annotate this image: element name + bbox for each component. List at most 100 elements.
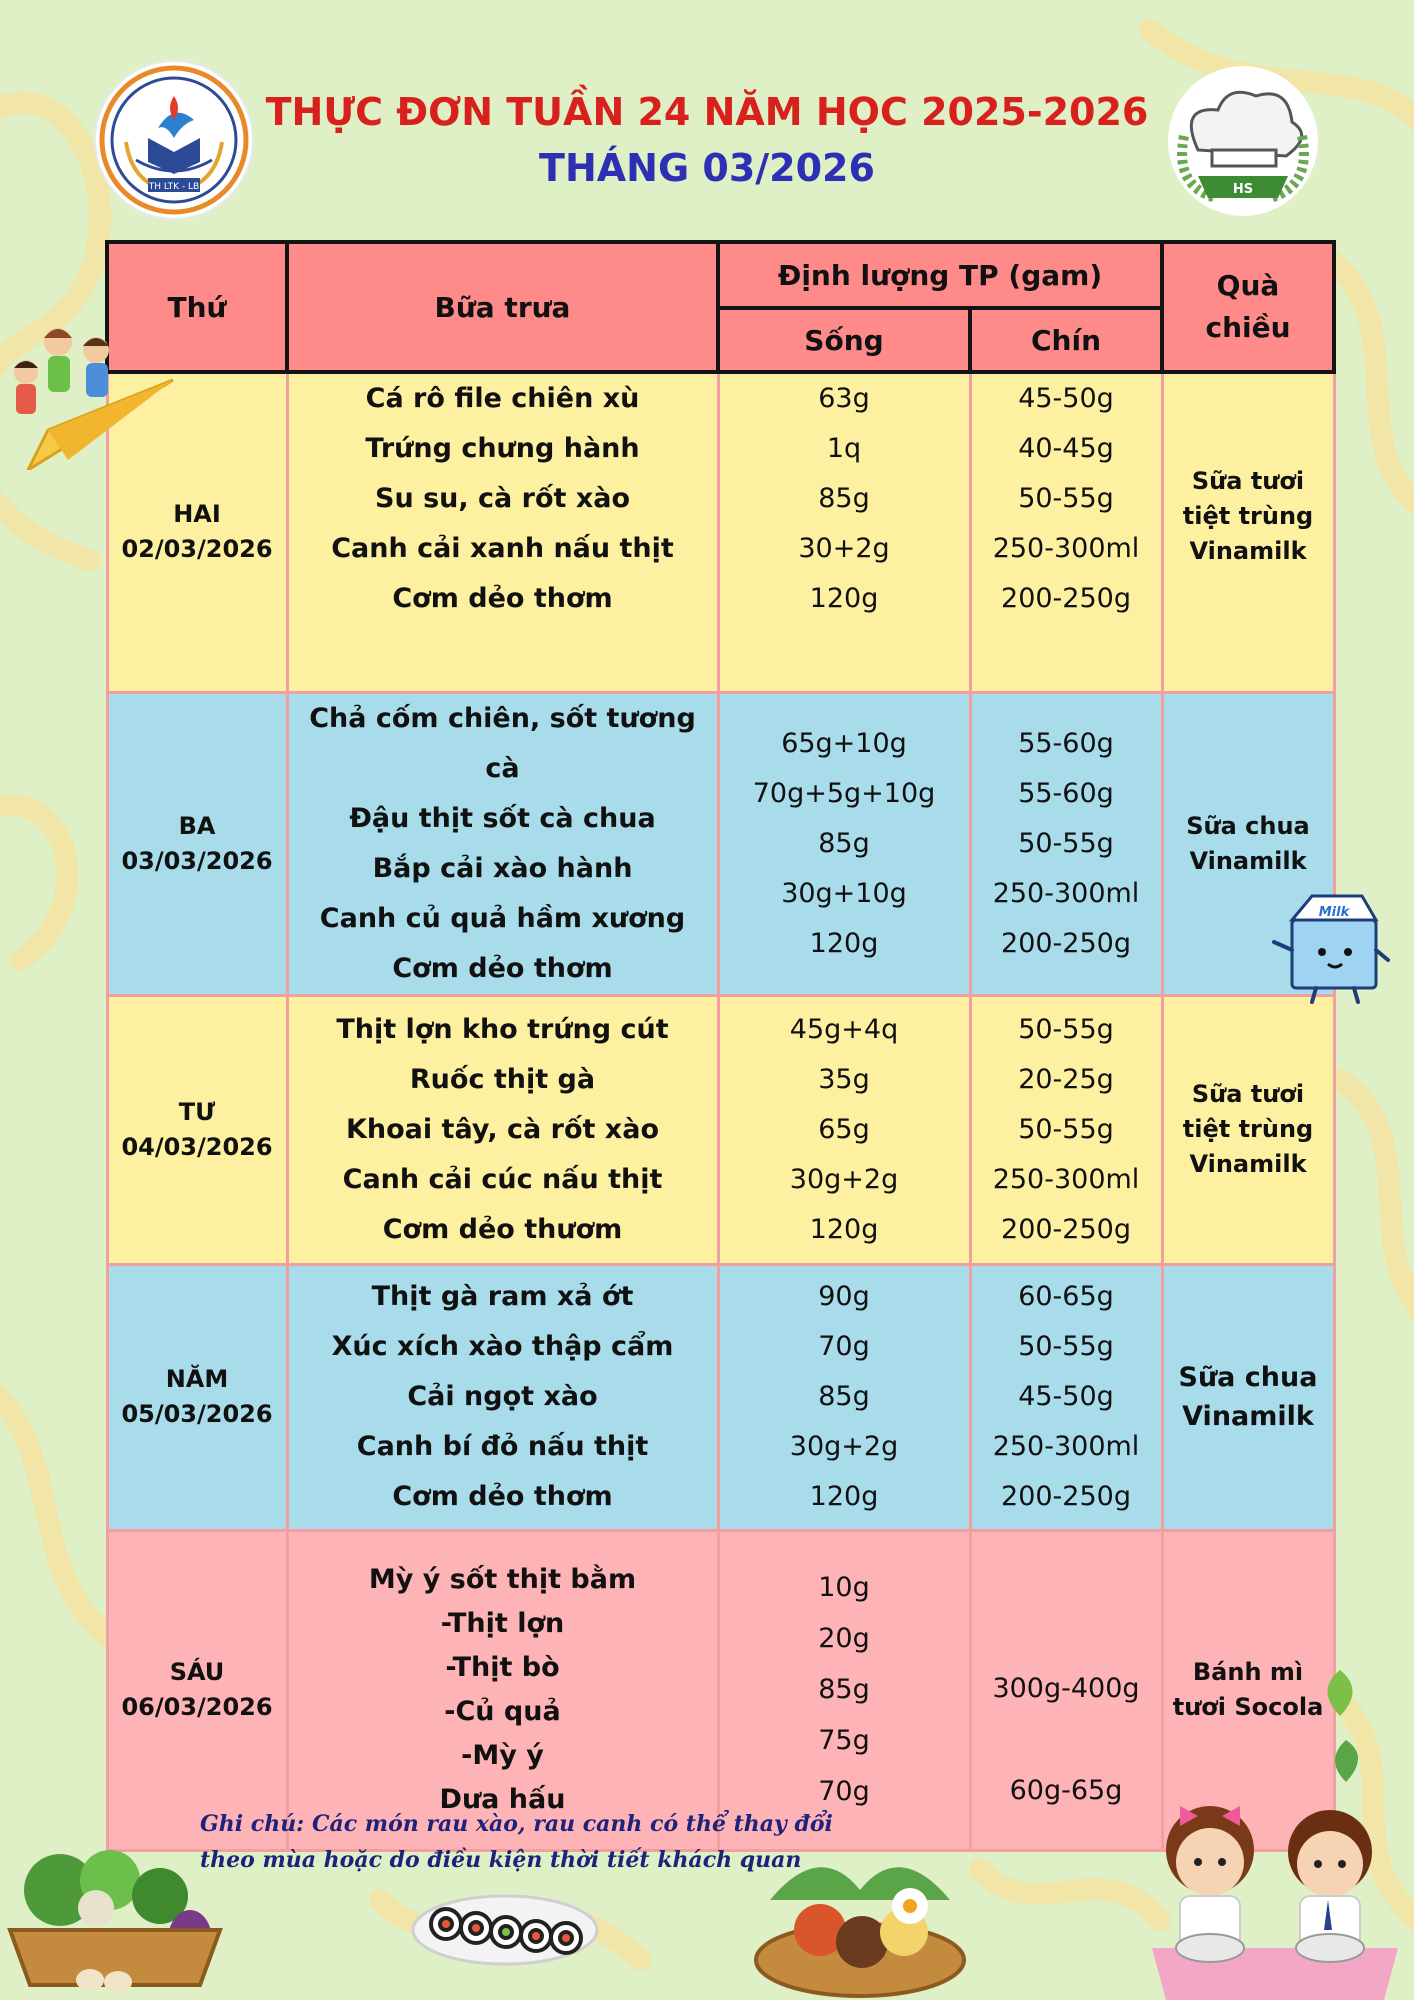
dish: Cơm dẻo thơm <box>392 952 613 984</box>
raw-qty: 120g <box>809 1481 879 1512</box>
day-date: 02/03/2026 <box>121 535 273 564</box>
dish: Cải ngọt xào <box>407 1381 598 1412</box>
lunch-cell: Thịt gà ram xả ớt Xúc xích xào thập cẩm … <box>285 1262 720 1532</box>
header-snack-label: Quà chiều <box>1205 269 1291 344</box>
menu-table: Thứ Bữa trưa Định lượng TP (gam) Quà chi… <box>105 240 1336 1852</box>
footnote: Ghi chú: Các món rau xào, rau canh có th… <box>200 1806 960 1878</box>
dish: Cơm dẻo thươm <box>382 1213 623 1245</box>
day-name: SÁU <box>169 1658 225 1686</box>
cooked-qty: 200-250g <box>1001 1481 1131 1512</box>
raw-qty: 65g <box>818 1113 870 1145</box>
lunch-cell: Chả cốm chiên, sốt tương cà Đậu thịt sốt… <box>285 690 720 997</box>
raw-qty: 1q <box>826 433 862 464</box>
raw-cell: 90g 70g 85g 30g+2g 120g <box>716 1262 972 1532</box>
lunch-cell: Cá rô file chiên xù Trứng chưng hành Su … <box>285 370 720 694</box>
cooked-qty: 250-300ml <box>992 533 1140 564</box>
day-cell: BA 03/03/2026 <box>105 690 289 997</box>
header-lunch: Bữa trưa <box>285 240 720 374</box>
cooked-qty: 50-55g <box>1018 827 1114 859</box>
raw-qty: 20g <box>818 1622 870 1654</box>
raw-qty: 85g <box>818 827 870 859</box>
snack-line: Vinamilk <box>1189 537 1307 565</box>
dish-ingredient: -Củ quả <box>444 1696 561 1727</box>
snack-line: Vinamilk <box>1189 1150 1307 1178</box>
raw-qty: 35g <box>818 1063 870 1095</box>
cooked-cell: 50-55g 20-25g 50-55g 250-300ml 200-250g <box>968 993 1164 1266</box>
chef-logo-text: HS <box>1233 182 1253 197</box>
dish: Thịt lợn kho trứng cút <box>336 1013 669 1045</box>
dish: Su su, cà rốt xào <box>375 483 630 514</box>
day-cell: SÁU 06/03/2026 <box>105 1528 289 1852</box>
day-date: 06/03/2026 <box>121 1693 273 1721</box>
raw-qty: 120g <box>809 583 879 614</box>
day-name: BA <box>178 811 216 840</box>
header-cooked: Chín <box>968 306 1164 374</box>
raw-qty: 30g+2g <box>789 1431 899 1462</box>
dish: Canh cải xanh nấu thịt <box>331 533 674 564</box>
menu-row-friday: SÁU 06/03/2026 Mỳ ý sốt thịt bằm -Thịt l… <box>105 1528 1336 1852</box>
raw-cell: 10g 20g 85g 75g 70g <box>716 1528 972 1852</box>
school-logo-text: TH LTK - LB <box>148 182 199 192</box>
cooked-cell: 60-65g 50-55g 45-50g 250-300ml 200-250g <box>968 1262 1164 1532</box>
milk-carton-illustration: Milk <box>1272 894 1390 1004</box>
kids-eating-illustration <box>1152 1806 1398 2000</box>
cooked-qty: 200-250g <box>1001 1213 1131 1245</box>
cooked-qty: 55-60g <box>1018 727 1114 759</box>
raw-qty: 30g+2g <box>789 1163 899 1195</box>
cooked-qty: 50-55g <box>1018 483 1114 514</box>
cooked-qty: 20-25g <box>1018 1063 1114 1095</box>
cooked-cell: 300g-400g 60g-65g <box>968 1528 1164 1852</box>
cooked-qty: 45-50g <box>1018 383 1114 414</box>
raw-qty: 75g <box>818 1724 870 1756</box>
day-date: 03/03/2026 <box>121 846 273 875</box>
kids-paper-plane-illustration <box>14 328 174 470</box>
snack-line: tiệt trùng <box>1182 1115 1314 1143</box>
dish: Đậu thịt sốt cà chua <box>349 802 656 834</box>
lunch-cell: Thịt lợn kho trứng cút Ruốc thịt gà Khoa… <box>285 993 720 1266</box>
leaves-decoration <box>1327 1670 1358 1782</box>
cooked-cell: 45-50g 40-45g 50-55g 250-300ml 200-250g <box>968 370 1164 694</box>
cooked-qty: 250-300ml <box>992 1163 1140 1195</box>
cooked-qty: 60-65g <box>1018 1281 1114 1312</box>
dish: Canh củ quả hầm xương <box>319 902 686 934</box>
raw-qty: 90g <box>818 1281 870 1312</box>
dish-ingredient: -Mỳ ý <box>461 1740 544 1771</box>
raw-qty: 63g <box>818 383 870 414</box>
dish: Ruốc thịt gà <box>409 1063 596 1095</box>
snack-line: tiệt trùng <box>1182 502 1314 530</box>
chef-hat-logo: HS <box>1168 66 1318 216</box>
menu-row-monday: HAI 02/03/2026 Cá rô file chiên xù Trứng… <box>105 370 1336 694</box>
header-quantity: Định lượng TP (gam) <box>716 240 1164 310</box>
menu-row-thursday: NĂM 05/03/2026 Thịt gà ram xả ớt Xúc xíc… <box>105 1262 1336 1532</box>
raw-qty: 45g+4q <box>789 1013 899 1045</box>
cooked-qty: 300g-400g <box>992 1672 1140 1704</box>
day-cell: HAI 02/03/2026 <box>105 370 289 694</box>
menu-title: THỰC ĐƠN TUẦN 24 NĂM HỌC 2025-2026 <box>265 90 1149 134</box>
snack-cell: Sữa tươi tiệt trùng Vinamilk <box>1160 370 1336 694</box>
school-logo: TH LTK - LB <box>96 62 252 218</box>
cooked-qty: 200-250g <box>1001 927 1131 959</box>
dish-ingredient: -Thịt bò <box>445 1652 560 1683</box>
cooked-qty: 60g-65g <box>1009 1774 1123 1806</box>
food-tray-illustration <box>754 1867 966 1998</box>
dish: Mỳ ý sốt thịt bằm <box>368 1564 637 1595</box>
menu-row-tuesday: BA 03/03/2026 Chả cốm chiên, sốt tương c… <box>105 690 1336 997</box>
dish: Cơm dẻo thơm <box>392 1481 613 1512</box>
footnote-line: Ghi chú: Các món rau xào, rau canh có th… <box>200 1811 833 1837</box>
snack-line: Sữa chua <box>1186 811 1310 840</box>
dish: Xúc xích xào thập cẩm <box>331 1331 674 1362</box>
raw-qty: 85g <box>818 1381 870 1412</box>
raw-qty: 30g+10g <box>781 877 907 909</box>
raw-qty: 120g <box>809 1213 879 1245</box>
header-snack: Quà chiều <box>1160 240 1336 374</box>
cooked-qty: 40-45g <box>1018 433 1114 464</box>
dish: Canh cải cúc nấu thịt <box>342 1163 663 1195</box>
cooked-qty: 50-55g <box>1018 1331 1114 1362</box>
raw-cell: 45g+4q 35g 65g 30g+2g 120g <box>716 993 972 1266</box>
raw-qty: 70g <box>818 1331 870 1362</box>
dish: Canh bí đỏ nấu thịt <box>356 1431 649 1462</box>
lunch-cell: Mỳ ý sốt thịt bằm -Thịt lợn -Thịt bò -Củ… <box>285 1528 720 1852</box>
snack-line: tươi Socola <box>1172 1693 1324 1721</box>
raw-qty: 70g+5g+10g <box>752 777 936 809</box>
cooked-qty: 250-300ml <box>992 877 1140 909</box>
